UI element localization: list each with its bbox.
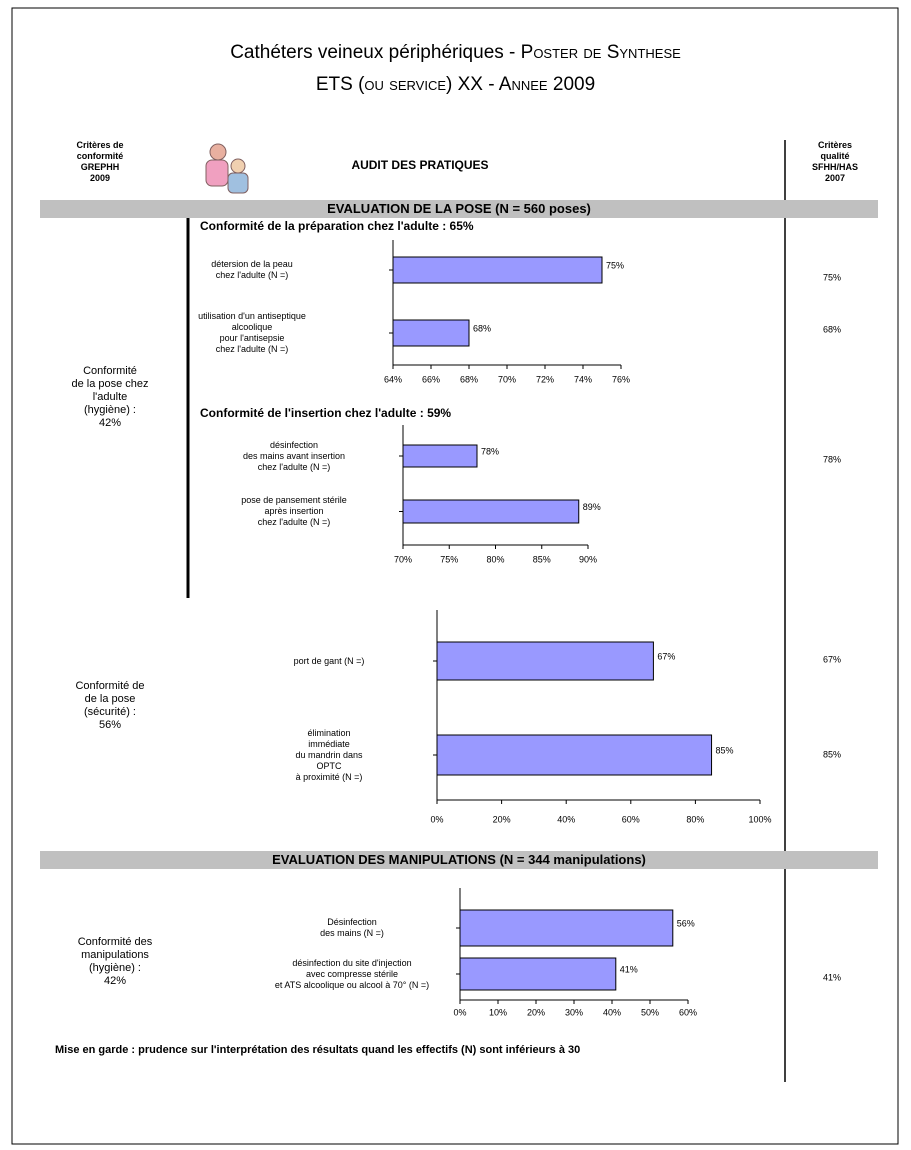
x-tick-label: 60% [622,814,640,824]
title-line: Cathéters veineux périphériques - Poster… [0,42,911,64]
x-tick-label: 70% [394,554,412,564]
center-header: AUDIT DES PRATIQUES [351,158,489,172]
x-tick-label: 85% [533,554,551,564]
left-label: Conformité des manipulations (hygiène) :… [77,936,153,987]
title-line-2: ETS (ou service) XX - Annee 2009 [315,74,596,95]
section-title: EVALUATION DES MANIPULATIONS (N = 344 ma… [272,852,646,867]
x-tick-label: 70% [498,374,516,384]
category-label: détersion de la peau chez l'adulte (N =) [211,259,293,280]
bar [436,734,713,776]
category-label: désinfection des mains avant insertion c… [242,439,346,472]
x-tick-label: 50% [641,1007,659,1017]
x-tick-label: 100% [748,814,771,824]
x-tick-label: 66% [422,374,440,384]
x-tick-label: 68% [460,374,478,384]
x-tick-label: 10% [489,1007,507,1017]
x-tick-label: 75% [440,554,458,564]
bar [459,909,674,947]
quality-value: 85% [823,749,841,759]
x-tick-label: 0% [430,814,443,824]
value-label: 56% [677,918,695,928]
section-band [40,851,878,869]
section-title: EVALUATION DE LA POSE (N = 560 poses) [327,201,591,216]
quality-value: 68% [823,324,841,334]
quality-value: 67% [823,654,841,664]
x-tick-label: 72% [536,374,554,384]
value-label: 41% [620,964,638,974]
bar [392,319,470,347]
x-tick-label: 40% [557,814,575,824]
left-label: Conformité de la pose chez l'adulte (hyg… [71,365,149,429]
category-label: élimination immédiate du mandrin dans OP… [295,727,363,782]
x-tick-label: 60% [679,1007,697,1017]
x-tick-label: 80% [686,814,704,824]
value-label: 67% [657,651,675,661]
x-tick-label: 80% [486,554,504,564]
x-tick-label: 76% [612,374,630,384]
value-label: 78% [481,446,499,456]
bar [402,444,478,468]
category-label: port de gant (N =) [293,655,365,666]
right-header: Critères qualité SFHH/HAS 2007 [811,140,858,183]
x-tick-label: 74% [574,374,592,384]
page-border [11,7,899,1145]
quality-value: 78% [823,454,841,464]
left-header: Critères de conformité GREPHH 2009 [76,140,124,183]
x-tick-label: 30% [565,1007,583,1017]
x-tick-label: 90% [579,554,597,564]
x-tick-label: 0% [453,1007,466,1017]
category-label: pose de pansement stérile après insertio… [241,495,347,527]
bar [459,957,617,991]
x-tick-label: 64% [384,374,402,384]
bar [392,256,603,284]
section-band [40,200,878,218]
x-tick-label: 40% [603,1007,621,1017]
x-tick-label: 20% [493,814,511,824]
value-label: 89% [583,502,601,512]
x-tick-label: 20% [527,1007,545,1017]
left-label: Conformité de de la pose (sécurité) : 56… [75,680,145,731]
category-label: utilisation d'un antiseptique alcoolique… [198,311,306,354]
nurse-icon [205,143,249,194]
category-label: désinfection du site d'injection avec co… [274,957,430,990]
footer-note: Mise en garde : prudence sur l'interprét… [55,1044,581,1056]
value-label: 75% [606,260,624,270]
chart-title: Conformité de la préparation chez l'adul… [200,219,474,233]
title-main: Cathéters veineux périphériques - [230,42,521,63]
value-label: 68% [473,323,491,333]
value-label: 85% [716,745,734,755]
quality-value: 75% [823,272,841,282]
bar [402,499,580,524]
title-caps: Poster de Synthese [520,42,681,63]
category-label: Désinfection des mains (N =) [320,917,384,938]
quality-value: 41% [823,972,841,982]
chart-title: Conformité de l'insertion chez l'adulte … [200,406,452,420]
bar [436,641,654,681]
